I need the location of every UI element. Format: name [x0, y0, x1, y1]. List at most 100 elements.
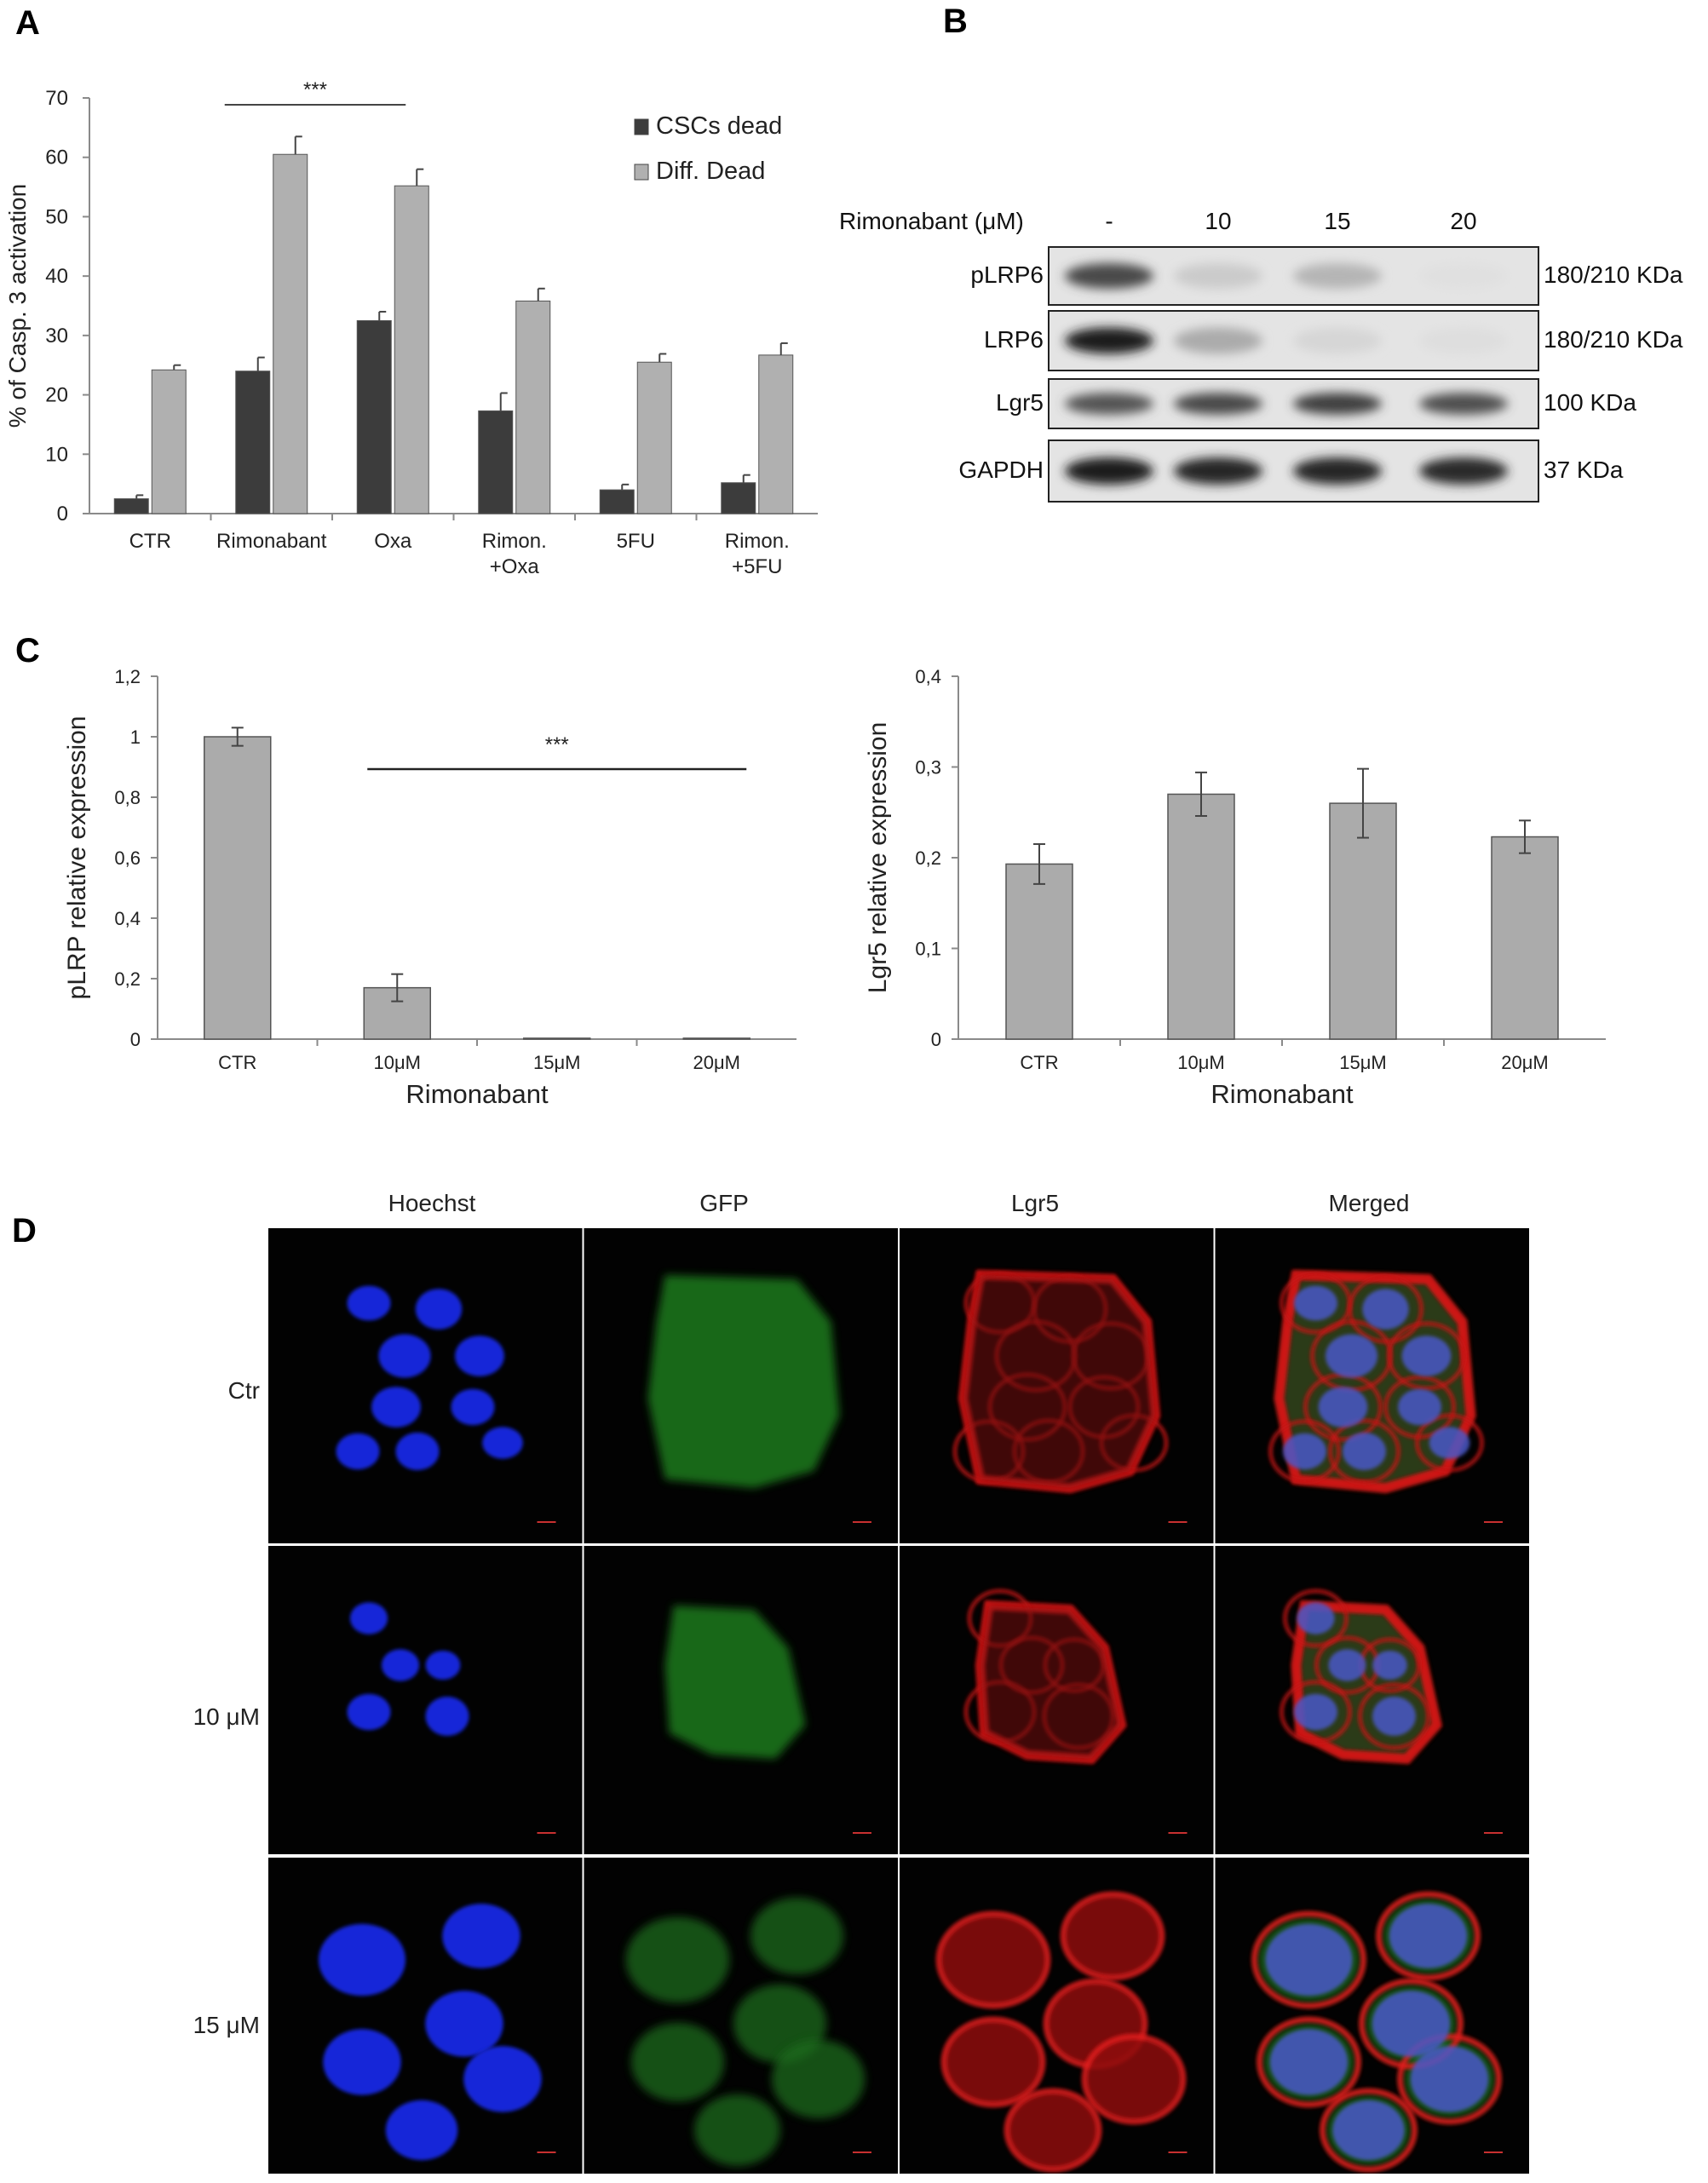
y-tick-label: 30 [45, 325, 68, 348]
panel-letter-b: B [943, 3, 968, 40]
micro-image [1268, 1269, 1503, 1523]
nucleus [1429, 1427, 1470, 1459]
wb-protein-label: GAPDH [958, 457, 1044, 483]
micro-column-label: Lgr5 [1010, 1190, 1060, 1216]
x-tick-label: 10μM [1177, 1052, 1224, 1073]
red-membrane [1280, 1680, 1352, 1744]
nucleus [323, 2029, 401, 2095]
wb-size-label: 180/210 KDa [1544, 326, 1683, 353]
red-membrane [1387, 1321, 1466, 1391]
micro-image [1251, 1891, 1503, 2173]
nucleus [425, 1697, 469, 1736]
nucleus [349, 1602, 388, 1634]
micro-image [647, 1275, 871, 1523]
nucleus [1297, 1602, 1335, 1634]
nucleus [442, 1904, 520, 1968]
legend-swatch [634, 118, 649, 135]
wb-band [1174, 457, 1262, 485]
bar-diff [151, 369, 187, 514]
bar-csc [599, 489, 635, 514]
bar [204, 736, 272, 1040]
nucleus [371, 1387, 421, 1428]
red-membrane [1283, 1588, 1349, 1648]
wb-band [1293, 263, 1382, 289]
micro-column-label: Hoechst [388, 1190, 476, 1216]
micro-image [952, 1269, 1188, 1523]
wb-band [1419, 393, 1508, 415]
nucleus [482, 1427, 523, 1459]
x-tick-label: 15μM [533, 1052, 580, 1073]
nucleus [347, 1693, 391, 1731]
wb-band [1065, 263, 1153, 289]
y-tick-label: 0 [931, 1029, 941, 1050]
wb-band [1293, 327, 1382, 354]
bar [1167, 793, 1235, 1040]
red-membrane [1268, 1419, 1341, 1484]
wb-protein-label: pLRP6 [970, 261, 1044, 288]
y-tick-label: 20 [45, 384, 68, 407]
nucleus [1318, 1387, 1368, 1428]
bar-csc [235, 371, 271, 514]
y-tick-label: 70 [45, 87, 68, 110]
wb-band [1065, 393, 1153, 415]
red-membrane [1376, 1891, 1481, 1981]
y-tick-label: 60 [45, 146, 68, 169]
wb-band [1065, 327, 1153, 354]
wb-band [1174, 263, 1262, 289]
nucleus [1362, 1289, 1409, 1330]
row-separator [268, 1543, 1531, 1546]
y-tick-label: 0 [130, 1029, 141, 1050]
micro-image [963, 1588, 1188, 1834]
wb-band [1293, 393, 1382, 415]
y-tick-label: 40 [45, 265, 68, 288]
nucleus [455, 1336, 504, 1376]
red-membrane [935, 1910, 1051, 2009]
micro-image [935, 1891, 1188, 2173]
bar-csc [356, 319, 392, 514]
micro-row-label: Ctr [227, 1377, 260, 1404]
wb-band [1174, 393, 1262, 415]
nucleus [395, 1432, 440, 1471]
nucleus [381, 1649, 420, 1681]
red-membrane [1320, 2088, 1418, 2173]
nucleus [1283, 1433, 1326, 1470]
x-tick-label: CTR [1020, 1052, 1058, 1073]
green-signal [694, 2094, 780, 2166]
x-tick-label: 20μM [693, 1052, 740, 1073]
wb-protein-label: LRP6 [983, 326, 1044, 353]
y-tick-label: 0,4 [915, 666, 941, 687]
micro-image [625, 1897, 871, 2166]
green-signal [664, 1606, 806, 1759]
bar-diff [515, 300, 551, 514]
micro-column-label: Merged [1328, 1190, 1410, 1216]
nucleus [1372, 1651, 1407, 1680]
bar-csc [721, 482, 756, 514]
nucleus [1332, 2100, 1405, 2161]
wb-band [1419, 263, 1508, 289]
x-axis-label: Rimonabant [1211, 1079, 1354, 1109]
bar-diff [758, 354, 794, 514]
y-tick-label: 0,3 [915, 757, 941, 778]
nucleus [451, 1388, 495, 1426]
y-tick-label: 50 [45, 205, 68, 228]
x-tick-label: 20μM [1501, 1052, 1548, 1073]
nucleus [1269, 2029, 1349, 2095]
nucleus [336, 1433, 380, 1470]
nucleus [1372, 1991, 1451, 2057]
wb-band [1419, 457, 1508, 485]
wb-band [1174, 327, 1262, 354]
nucleus [1294, 1693, 1337, 1731]
wb-size-label: 37 KDa [1544, 457, 1624, 483]
micro-row-label: 15 μM [193, 2012, 260, 2038]
bar-csc [113, 498, 149, 514]
nucleus [1294, 1285, 1337, 1321]
red-membrane [1060, 1891, 1165, 1981]
green-signal [750, 1897, 844, 1975]
y-tick-label: 0,4 [114, 908, 141, 929]
bar [682, 1037, 750, 1040]
micro-image [1280, 1588, 1503, 1834]
nucleus [378, 1334, 431, 1378]
x-tick-label: CTR [218, 1052, 256, 1073]
nucleus [425, 1651, 461, 1680]
micro-column-label: GFP [699, 1190, 749, 1216]
